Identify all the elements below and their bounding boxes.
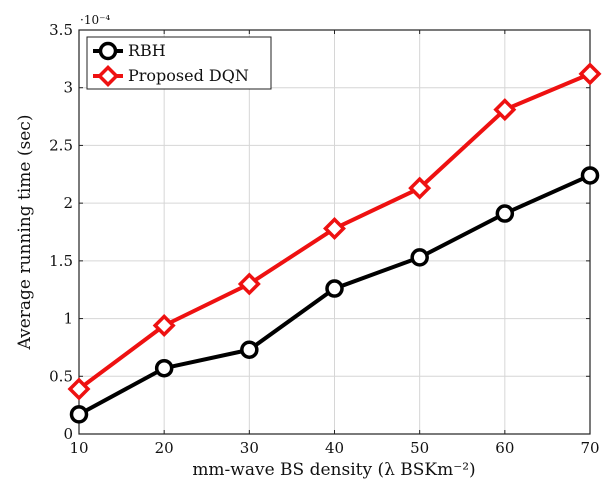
x-tick-label: 70 <box>580 439 599 457</box>
y-tick-label: 0 <box>63 425 73 443</box>
data-point-rbh <box>69 405 89 424</box>
x-tick-label: 60 <box>495 439 514 457</box>
data-point-rbh <box>410 248 429 267</box>
data-point-proposed-dqn <box>323 217 346 241</box>
legend-label-rbh: RBH <box>128 41 166 60</box>
y-tick-label: 0.5 <box>49 367 73 385</box>
data-point-rbh <box>325 279 344 298</box>
y-tick-label: 1 <box>63 310 73 328</box>
data-point-rbh <box>580 166 600 185</box>
data-point-proposed-dqn <box>237 272 261 296</box>
data-point-proposed-dqn <box>493 98 517 122</box>
data-point-proposed-dqn <box>152 314 176 337</box>
x-tick-label: 20 <box>155 439 174 457</box>
legend-label-proposed-dqn: Proposed DQN <box>128 66 249 85</box>
data-point-proposed-dqn <box>578 62 602 86</box>
x-axis-label: mm-wave BS density (λ BSKm⁻²) <box>192 460 475 480</box>
data-point-proposed-dqn <box>408 176 432 200</box>
y-multiplier-label: ·10⁻⁴ <box>80 13 110 27</box>
legend-diamond-marker-icon <box>97 65 119 87</box>
y-tick-label: 3.5 <box>49 21 73 39</box>
grid <box>78 29 591 435</box>
legend-box <box>86 36 272 90</box>
x-tick-label: 50 <box>410 439 429 457</box>
data-point-rbh <box>154 358 174 378</box>
legend: RBH Proposed DQN <box>86 36 272 90</box>
legend-item-proposed-dqn: Proposed DQN <box>93 65 249 87</box>
y-tick-label: 2.5 <box>49 136 73 154</box>
data-point-rbh <box>240 340 259 359</box>
x-tick-label: 40 <box>325 439 344 457</box>
y-tick-label: 1.5 <box>49 252 73 270</box>
y-axis-label: Average running time (sec) <box>15 115 35 351</box>
x-tick-label: 30 <box>240 439 259 457</box>
legend-circle-marker-icon <box>98 41 118 61</box>
y-tick-label: 2 <box>63 194 73 212</box>
data-point-rbh <box>495 204 515 223</box>
series-layer <box>67 62 602 424</box>
axis-ticks: 10 20 30 40 50 60 70 0 0.5 1 1.5 2 2.5 3 3.5 <box>49 21 599 457</box>
legend-item-rbh: RBH <box>93 41 166 61</box>
data-point-proposed-dqn <box>67 377 91 401</box>
x-tick-label: 10 <box>69 439 88 457</box>
y-tick-label: 3 <box>63 79 73 97</box>
